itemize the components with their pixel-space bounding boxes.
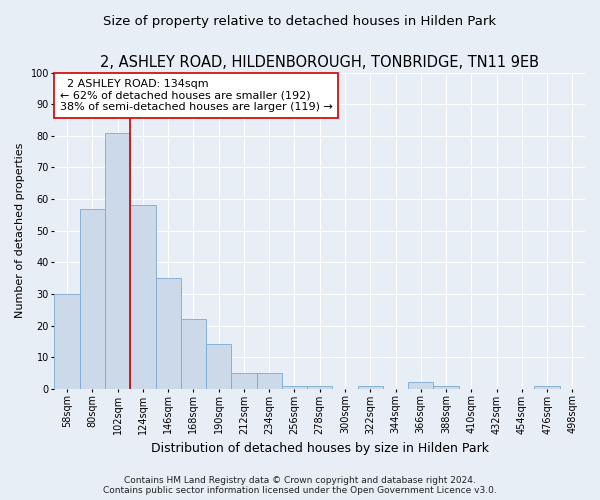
- Bar: [105, 132, 130, 388]
- Bar: [408, 382, 433, 388]
- Bar: [433, 386, 458, 388]
- Text: Contains HM Land Registry data © Crown copyright and database right 2024.
Contai: Contains HM Land Registry data © Crown c…: [103, 476, 497, 495]
- Bar: [181, 319, 206, 388]
- Y-axis label: Number of detached properties: Number of detached properties: [15, 143, 25, 318]
- Title: 2, ASHLEY ROAD, HILDENBOROUGH, TONBRIDGE, TN11 9EB: 2, ASHLEY ROAD, HILDENBOROUGH, TONBRIDGE…: [100, 55, 539, 70]
- Bar: [535, 386, 560, 388]
- Bar: [155, 278, 181, 388]
- Bar: [55, 294, 80, 388]
- Bar: [282, 386, 307, 388]
- Bar: [80, 208, 105, 388]
- Text: Size of property relative to detached houses in Hilden Park: Size of property relative to detached ho…: [103, 15, 497, 28]
- Bar: [307, 386, 332, 388]
- Bar: [358, 386, 383, 388]
- Text: 2 ASHLEY ROAD: 134sqm
← 62% of detached houses are smaller (192)
38% of semi-det: 2 ASHLEY ROAD: 134sqm ← 62% of detached …: [60, 79, 332, 112]
- Bar: [232, 373, 257, 388]
- X-axis label: Distribution of detached houses by size in Hilden Park: Distribution of detached houses by size …: [151, 442, 489, 455]
- Bar: [257, 373, 282, 388]
- Bar: [206, 344, 232, 389]
- Bar: [130, 206, 155, 388]
